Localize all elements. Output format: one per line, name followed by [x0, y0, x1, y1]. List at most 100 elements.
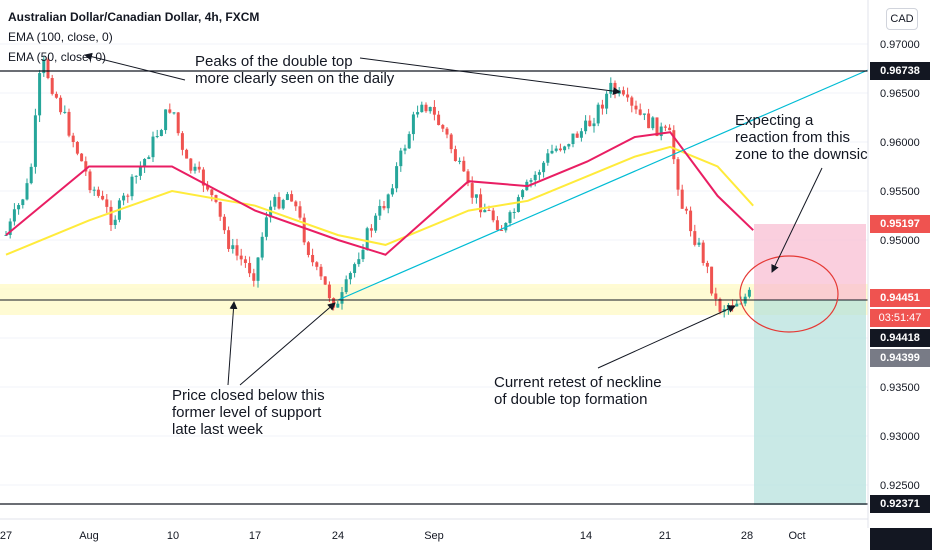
ema100-legend[interactable]: EMA (100, close, 0) — [8, 30, 113, 44]
candle-body — [176, 112, 180, 134]
candle-body — [239, 255, 243, 260]
candle-body — [311, 254, 315, 263]
candle-body — [8, 221, 12, 235]
arrow-closed-right — [239, 302, 336, 386]
candle-body — [75, 141, 79, 154]
candle-body — [180, 133, 184, 150]
candle-body — [105, 199, 109, 207]
brand-corner — [870, 528, 932, 550]
candle-body — [500, 229, 504, 231]
candle-body — [374, 215, 378, 231]
candle-body — [432, 106, 436, 115]
arrow-peaks-right — [359, 57, 621, 96]
candle-body — [747, 289, 751, 297]
candle-body — [80, 153, 84, 162]
candle-body — [537, 172, 541, 175]
candle-body — [609, 82, 613, 94]
currency-badge[interactable]: CAD — [886, 8, 918, 30]
candle-body — [529, 180, 533, 182]
candle-body — [445, 128, 449, 135]
candle-body — [193, 166, 197, 171]
candle-body — [554, 148, 558, 151]
x-tick: 10 — [166, 530, 180, 542]
candle-body — [420, 104, 424, 113]
x-tick: Aug — [79, 530, 99, 542]
candle-body — [294, 201, 298, 207]
candle-body — [668, 127, 672, 131]
candle-body — [638, 109, 642, 115]
candle-body — [647, 113, 651, 129]
candle-body — [521, 190, 525, 198]
candle-body — [575, 133, 579, 138]
arrow-peaks-left — [84, 52, 186, 81]
candle-body — [113, 219, 117, 226]
annotation-line: Expecting a — [735, 112, 814, 129]
candle-body — [12, 209, 16, 222]
annotation-line: Price closed below this — [172, 387, 325, 404]
y-tick: 0.96500 — [880, 88, 920, 100]
candle-body — [563, 146, 567, 151]
annotation-closed: Price closed below this former level of … — [172, 387, 325, 438]
x-tick: 28 — [740, 530, 754, 542]
candle-body — [130, 176, 134, 197]
candle-body — [672, 130, 676, 160]
candle-body — [252, 273, 256, 281]
candle-body — [227, 230, 231, 249]
annotation-line: former level of support — [172, 404, 322, 421]
candle-body — [33, 115, 37, 167]
candle-body — [701, 242, 705, 263]
candle-body — [395, 166, 399, 189]
candle-body — [428, 106, 432, 112]
ema-100-line — [5, 145, 754, 256]
candle-body — [172, 112, 176, 114]
candle-body — [348, 273, 352, 280]
candle-body — [718, 298, 722, 312]
candle-body — [109, 206, 113, 226]
candle-body — [361, 249, 365, 260]
annotation-line: zone to the downsic — [735, 146, 868, 163]
candle-body — [25, 183, 29, 200]
candle-body — [588, 120, 592, 127]
candle-body — [651, 117, 655, 129]
candle-body — [479, 194, 483, 213]
candle-body — [138, 167, 142, 176]
candle-body — [453, 149, 457, 162]
candle-body — [680, 189, 684, 209]
candle-body — [714, 293, 718, 299]
arrow-expect — [771, 167, 823, 273]
candle-body — [382, 205, 386, 209]
candle-body — [336, 303, 340, 308]
price-label-level-b: 0.94399 — [870, 349, 930, 367]
y-tick: 0.92500 — [880, 480, 920, 492]
candle-body — [298, 206, 302, 218]
candle-body — [210, 189, 214, 196]
candle-body — [697, 242, 701, 245]
candle-body — [365, 228, 369, 250]
candle-body — [487, 210, 491, 212]
price-label-target: 0.92371 — [870, 495, 930, 513]
ema50-legend[interactable]: EMA (50, close, 0) — [8, 50, 107, 64]
candle-body — [571, 133, 575, 145]
candle-body — [512, 211, 516, 213]
arrow-retest — [597, 305, 736, 369]
x-tick: Sep — [424, 530, 444, 542]
candle-body — [546, 153, 550, 163]
y-tick: 0.97000 — [880, 39, 920, 51]
candle-body — [315, 262, 319, 267]
candle-body — [689, 210, 693, 232]
candle-body — [151, 136, 155, 158]
candle-body — [59, 97, 63, 113]
candle-body — [155, 136, 159, 138]
candle-body — [168, 109, 172, 113]
candle-body — [567, 144, 571, 147]
price-label-top-line: 0.96738 — [870, 62, 930, 80]
candle-body — [579, 131, 583, 138]
price-label-last: 0.94451 — [870, 289, 930, 307]
symbol-title: Australian Dollar/Canadian Dollar, 4h, F… — [8, 10, 260, 24]
y-tick: 0.93500 — [880, 382, 920, 394]
candle-body — [344, 279, 348, 293]
candle-body — [50, 78, 54, 94]
candle-body — [126, 195, 130, 197]
candle-body — [285, 194, 289, 200]
